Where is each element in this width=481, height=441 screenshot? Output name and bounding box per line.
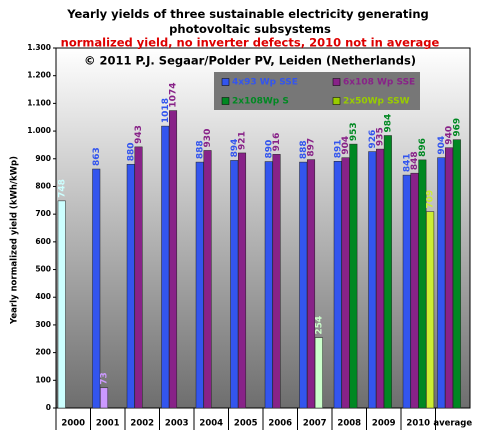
bar (333, 161, 342, 409)
bar (402, 174, 411, 409)
bar (437, 157, 446, 409)
legend-swatch (221, 97, 230, 105)
bar (368, 151, 377, 409)
value-label: 935 (376, 127, 386, 146)
value-label: 888 (195, 140, 205, 159)
bar (100, 387, 109, 409)
value-label: 891 (333, 139, 343, 158)
bar (314, 337, 323, 409)
x-tick-label: 2002 (130, 419, 154, 429)
y-tick-label: 900 (35, 154, 51, 163)
value-label: 940 (445, 126, 455, 145)
value-label: 894 (230, 139, 240, 158)
bar (161, 125, 170, 409)
bar (134, 146, 143, 409)
bar (410, 172, 419, 409)
bar (57, 200, 66, 409)
value-label: 254 (314, 316, 324, 335)
bar (452, 139, 461, 409)
bar (383, 135, 392, 409)
y-tick-label: 600 (35, 237, 51, 246)
value-label: 1074 (169, 83, 179, 108)
value-label: 888 (299, 140, 309, 159)
y-tick-label: 800 (35, 181, 51, 190)
value-label: 897 (307, 138, 317, 157)
bar (203, 150, 212, 409)
legend-swatch (332, 78, 341, 86)
value-label: 709 (426, 190, 436, 209)
value-label: 904 (341, 136, 351, 155)
y-tick-label: 1.100 (27, 98, 51, 107)
value-label: 921 (238, 131, 248, 150)
bar (169, 110, 178, 409)
y-tick-label: 200 (35, 348, 51, 357)
x-tick-label: 2007 (303, 419, 327, 429)
y-tick-label: 1.000 (27, 126, 51, 135)
bar (230, 160, 239, 409)
y-tick-label: 1.200 (27, 71, 51, 80)
legend-label: 2x108Wp S (232, 97, 289, 107)
x-tick-label: 2010 (406, 419, 430, 429)
value-label: 863 (92, 147, 102, 166)
y-tick-label: 700 (35, 209, 51, 218)
value-label: 953 (349, 122, 359, 141)
x-tick-label: 2000 (61, 419, 85, 429)
bar (445, 147, 454, 409)
legend-label: 4x93 Wp SSE (232, 78, 298, 88)
value-label: 848 (410, 151, 420, 170)
bar (426, 211, 435, 409)
value-label: 984 (383, 114, 393, 133)
x-tick-label: 2003 (165, 419, 189, 429)
y-tick-label: 0 (46, 403, 51, 412)
bar (349, 143, 358, 409)
value-label: 969 (452, 118, 462, 137)
y-axis-label: Yearly normalized yield (kWh/kWp) (10, 156, 20, 325)
bar (195, 161, 204, 409)
bar (307, 159, 316, 409)
bar (264, 161, 273, 409)
value-label: 896 (418, 138, 428, 157)
value-label: 926 (368, 130, 378, 149)
value-label: 904 (437, 136, 447, 155)
value-label: 890 (264, 140, 274, 159)
legend-label: 6x108 Wp SSE (343, 78, 415, 88)
bar (272, 154, 281, 409)
bar (341, 157, 350, 409)
bar (92, 168, 101, 409)
copyright: © 2011 P.J. Segaar/Polder PV, Leiden (Ne… (84, 54, 416, 68)
bar (299, 161, 308, 409)
legend-label: 2x50Wp SSW (343, 97, 410, 107)
value-label: 943 (134, 125, 144, 144)
legend-box (214, 72, 420, 110)
x-tick-label: 2004 (199, 419, 223, 429)
chart-title: Yearly yields of three sustainable elect… (66, 7, 433, 36)
chart-subtitle: normalized yield, no inverter defects, 2… (61, 36, 440, 50)
value-label: 916 (272, 133, 282, 152)
value-label: 1018 (161, 98, 171, 123)
x-tick-label: 2009 (372, 419, 396, 429)
value-label: 930 (203, 129, 213, 148)
value-label: 748 (57, 179, 67, 198)
y-tick-label: 100 (35, 375, 51, 384)
bar (376, 148, 385, 409)
value-label: 880 (126, 143, 136, 162)
x-tick-label: average (433, 419, 472, 429)
x-tick-label: 2005 (234, 419, 258, 429)
y-tick-label: 1.300 (27, 43, 51, 52)
bar (238, 152, 247, 409)
bar (126, 164, 135, 409)
x-tick-label: 2006 (268, 419, 292, 429)
value-label: 841 (402, 153, 412, 172)
value-label: 73 (100, 372, 110, 385)
x-tick-label: 2001 (96, 419, 120, 429)
legend-swatch (221, 78, 230, 86)
bar (418, 159, 427, 409)
y-tick-label: 400 (35, 292, 51, 301)
legend-swatch (332, 97, 341, 105)
x-tick-label: 2008 (337, 419, 361, 429)
y-tick-label: 300 (35, 320, 51, 329)
y-tick-label: 500 (35, 265, 51, 274)
